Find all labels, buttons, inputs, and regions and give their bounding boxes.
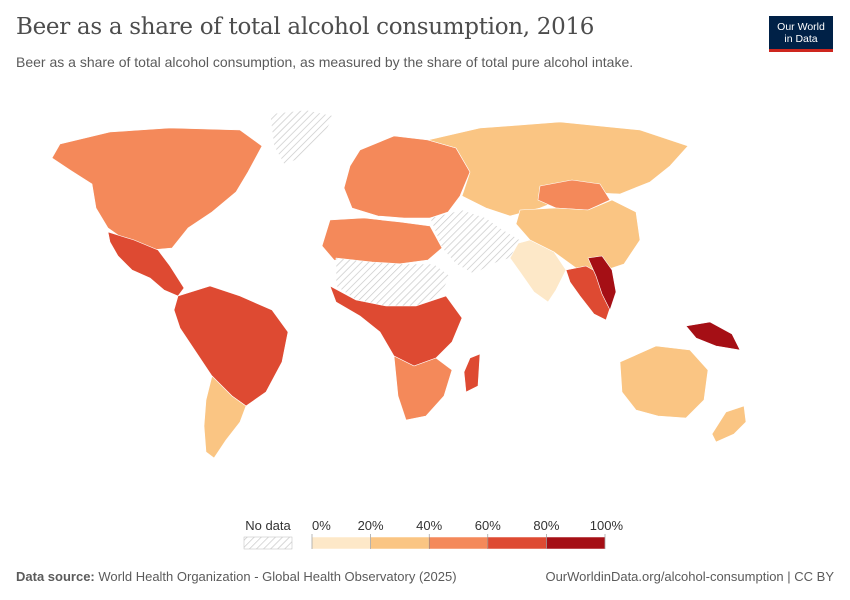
chart-title: Beer as a share of total alcohol consump…: [16, 14, 595, 40]
data-source: Data source: World Health Organization -…: [16, 569, 457, 584]
region-middle-east[interactable]: [429, 209, 521, 275]
region-mexico-and-central-america[interactable]: [107, 231, 185, 297]
chart-subtitle: Beer as a share of total alcohol consump…: [16, 54, 634, 70]
legend: No data 0% 20% 40% 60% 80% 100%: [243, 518, 624, 550]
legend-tick-label: 60%: [475, 518, 501, 533]
legend-tick-label: 0%: [312, 518, 331, 533]
legend-bin-0: [311, 536, 371, 550]
legend-bin-3: [487, 536, 547, 550]
data-source-label: Data source:: [16, 569, 95, 584]
legend-tick-label: 40%: [416, 518, 442, 533]
region-new-zealand[interactable]: [711, 405, 747, 443]
legend-bin-4: [546, 536, 606, 550]
region-india[interactable]: [507, 239, 567, 303]
legend-tick-label: 20%: [358, 518, 384, 533]
source-url[interactable]: OurWorldinData.org/alcohol-consumption |…: [545, 569, 834, 584]
region-australia[interactable]: [619, 345, 709, 419]
logo-line-2: in Data: [784, 32, 818, 45]
region-greenland[interactable]: [269, 109, 335, 165]
legend-bin-1: [370, 536, 430, 550]
region-papua-new-guinea[interactable]: [685, 321, 741, 351]
data-source-text: World Health Organization - Global Healt…: [98, 569, 457, 584]
region-europe[interactable]: [343, 135, 471, 219]
region-vietnam-and-laos[interactable]: [587, 255, 617, 311]
legend-tick-label: 80%: [533, 518, 559, 533]
region-sahara[interactable]: [335, 257, 451, 307]
region-north-america[interactable]: [51, 127, 263, 251]
region-mongolia[interactable]: [537, 179, 611, 211]
logo-line-1: Our World: [777, 20, 825, 33]
region-madagascar[interactable]: [463, 353, 481, 393]
legend-no-data-label: No data: [245, 518, 291, 533]
region-northern-south-america[interactable]: [173, 285, 289, 407]
world-map[interactable]: [0, 100, 850, 500]
region-central-africa[interactable]: [329, 285, 463, 367]
legend-tick-label: 100%: [590, 518, 624, 533]
legend-bin-2: [428, 536, 489, 550]
legend-no-data-swatch: [243, 536, 293, 550]
owid-logo[interactable]: Our World in Data: [769, 16, 833, 52]
region-southern-africa[interactable]: [393, 355, 453, 421]
region-north-africa[interactable]: [321, 217, 443, 265]
region-southern-south-america[interactable]: [203, 375, 247, 459]
